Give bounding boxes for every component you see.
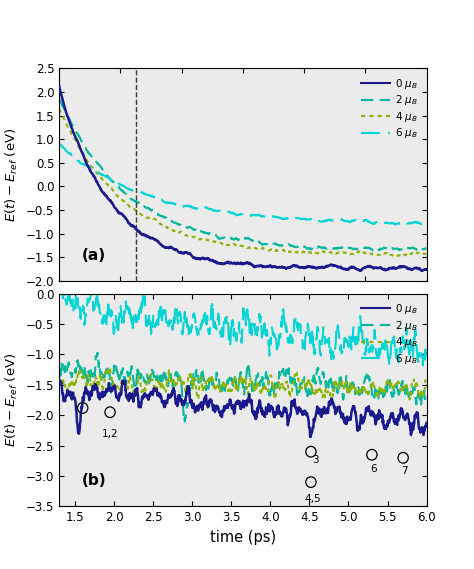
Text: 6: 6 xyxy=(370,464,377,474)
Legend: 0 $\mu_B$, 2 $\mu_B$, 4 $\mu_B$, 6 $\mu_B$: 0 $\mu_B$, 2 $\mu_B$, 4 $\mu_B$, 6 $\mu_… xyxy=(358,299,421,369)
Legend: 0 $\mu_B$, 2 $\mu_B$, 4 $\mu_B$, 6 $\mu_B$: 0 $\mu_B$, 2 $\mu_B$, 4 $\mu_B$, 6 $\mu_… xyxy=(358,73,421,143)
Text: (b): (b) xyxy=(82,473,106,488)
Text: 1,2: 1,2 xyxy=(102,428,119,439)
X-axis label: time (ps): time (ps) xyxy=(210,530,276,545)
Text: 7: 7 xyxy=(401,467,408,476)
Text: 3: 3 xyxy=(312,455,319,465)
Y-axis label: $E(t) - E_{ref}$ (eV): $E(t) - E_{ref}$ (eV) xyxy=(4,353,20,447)
Text: (a): (a) xyxy=(82,248,105,263)
Text: 4,5: 4,5 xyxy=(305,494,321,504)
Y-axis label: $E(t) - E_{ref}$ (eV): $E(t) - E_{ref}$ (eV) xyxy=(4,127,20,222)
